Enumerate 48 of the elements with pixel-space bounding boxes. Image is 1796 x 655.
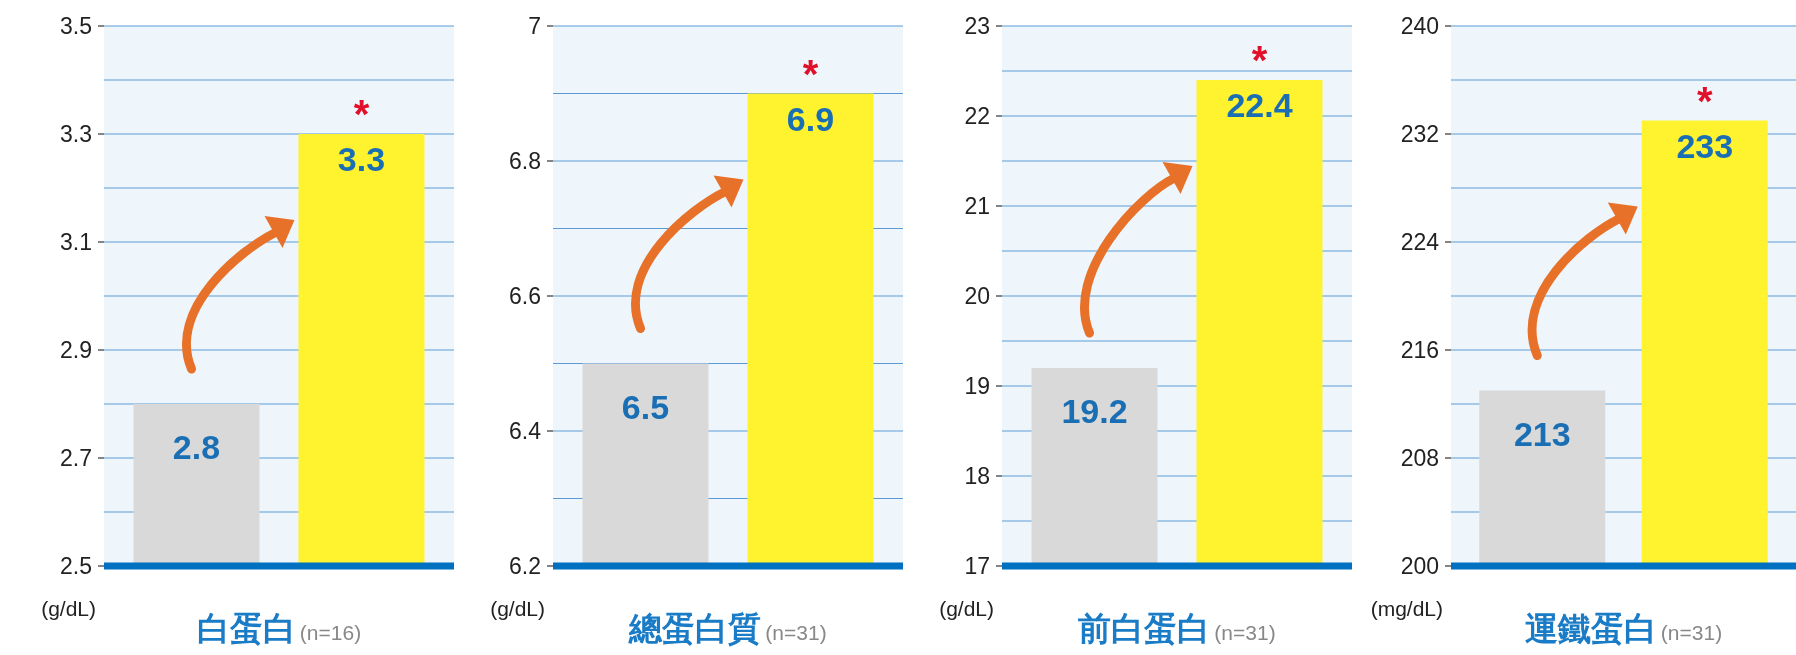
y-tick-label: 2.7: [60, 445, 92, 471]
y-tick-label: 6.6: [509, 283, 541, 309]
data-label: 3.3: [337, 140, 386, 178]
y-tick-label: 19: [964, 373, 990, 399]
y-tick-label: 6.4: [509, 418, 542, 444]
y-tick-label: 2.5: [60, 553, 92, 579]
y-tick-label: 2.9: [60, 337, 92, 363]
y-tick-label: 18: [964, 463, 990, 489]
y-tick-label: 3.1: [60, 229, 92, 255]
data-label: 213: [1513, 414, 1571, 453]
x-axis-title: 白蛋白: [196, 610, 296, 647]
y-axis-title: (g/dL): [490, 597, 545, 620]
y-tick-label: 20: [964, 283, 990, 309]
y-tick-label: 3.5: [60, 13, 92, 39]
y-tick-label: 200: [1400, 553, 1439, 579]
text: (n=31): [765, 621, 827, 644]
x-axis-title: 總蛋白質: [628, 610, 762, 647]
y-axis-title: (g/dL): [41, 597, 96, 620]
data-label: 233: [1676, 126, 1734, 165]
annotation: *: [1696, 78, 1713, 123]
y-tick-label: 232: [1400, 121, 1439, 147]
y-tick-label: 17: [964, 553, 990, 579]
text: (n=31): [1214, 621, 1276, 644]
y-axis-title: (g/dL): [939, 597, 994, 620]
y-tick-label: 22: [964, 103, 990, 129]
y-tick-label: 6.2: [509, 553, 541, 579]
y-tick-label: 240: [1400, 13, 1439, 39]
data-label: 22.4: [1226, 86, 1293, 124]
data-label: 6.9: [786, 99, 835, 138]
y-tick-label: 6.8: [509, 148, 541, 174]
y-tick-label: 216: [1400, 337, 1439, 363]
y-tick-label: 3.3: [60, 121, 92, 147]
data-label: 6.5: [621, 387, 670, 426]
y-tick-label: 21: [964, 193, 990, 219]
y-axis-title: (mg/dL): [1370, 597, 1443, 620]
text: (n=31): [1660, 621, 1723, 644]
x-axis-title: 前白蛋白: [1078, 610, 1211, 647]
y-tick-label: 23: [964, 13, 990, 39]
text: (n=16): [299, 621, 362, 644]
annotation: *: [1251, 38, 1268, 82]
y-tick-label: 7: [528, 13, 541, 39]
x-axis-title: 運鐵蛋白: [1524, 610, 1657, 647]
annotation: *: [353, 92, 370, 136]
data-label: 2.8: [172, 428, 221, 466]
y-tick-label: 224: [1400, 229, 1440, 255]
data-label: 19.2: [1061, 392, 1128, 430]
annotation: *: [802, 51, 819, 96]
y-tick-label: 208: [1400, 445, 1439, 471]
